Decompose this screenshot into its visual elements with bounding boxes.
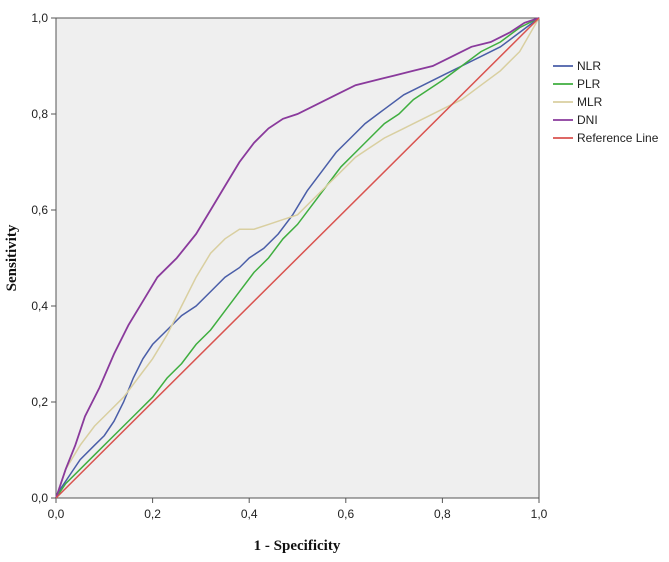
x-tick-label: 0,6	[337, 507, 354, 521]
y-tick-label: 0,4	[31, 299, 48, 313]
x-axis-ticks: 0,0 0,2 0,4 0,6 0,8 1,0	[48, 498, 548, 521]
x-tick-label: 0,4	[241, 507, 258, 521]
y-tick-label: 0,0	[31, 491, 48, 505]
legend: NLR PLR MLR DNI Reference Line	[553, 59, 659, 145]
x-axis-title: 1 - Specificity	[254, 538, 341, 554]
y-tick-label: 1,0	[31, 11, 48, 25]
y-axis-title: Sensitivity	[4, 224, 20, 291]
y-tick-label: 0,6	[31, 203, 48, 217]
y-axis-ticks: 0,0 0,2 0,4 0,6 0,8 1,0	[31, 11, 56, 505]
legend-label-plr: PLR	[577, 77, 601, 91]
series-line-dni	[55, 17, 540, 499]
legend-label-mlr: MLR	[577, 95, 603, 109]
series-line-plr	[55, 17, 540, 499]
series-line-nlr	[55, 17, 540, 499]
legend-label-dni: DNI	[577, 113, 598, 127]
y-tick-label: 0,2	[31, 395, 48, 409]
series-layer	[55, 17, 540, 499]
x-tick-label: 1,0	[531, 507, 548, 521]
legend-label-nlr: NLR	[577, 59, 601, 73]
x-tick-label: 0,8	[434, 507, 451, 521]
series-line-mlr	[55, 17, 540, 499]
x-tick-label: 0,2	[144, 507, 161, 521]
series-line-reference-line	[55, 17, 540, 499]
y-tick-label: 0,8	[31, 107, 48, 121]
x-tick-label: 0,0	[48, 507, 65, 521]
legend-label-reference-line: Reference Line	[577, 131, 659, 145]
